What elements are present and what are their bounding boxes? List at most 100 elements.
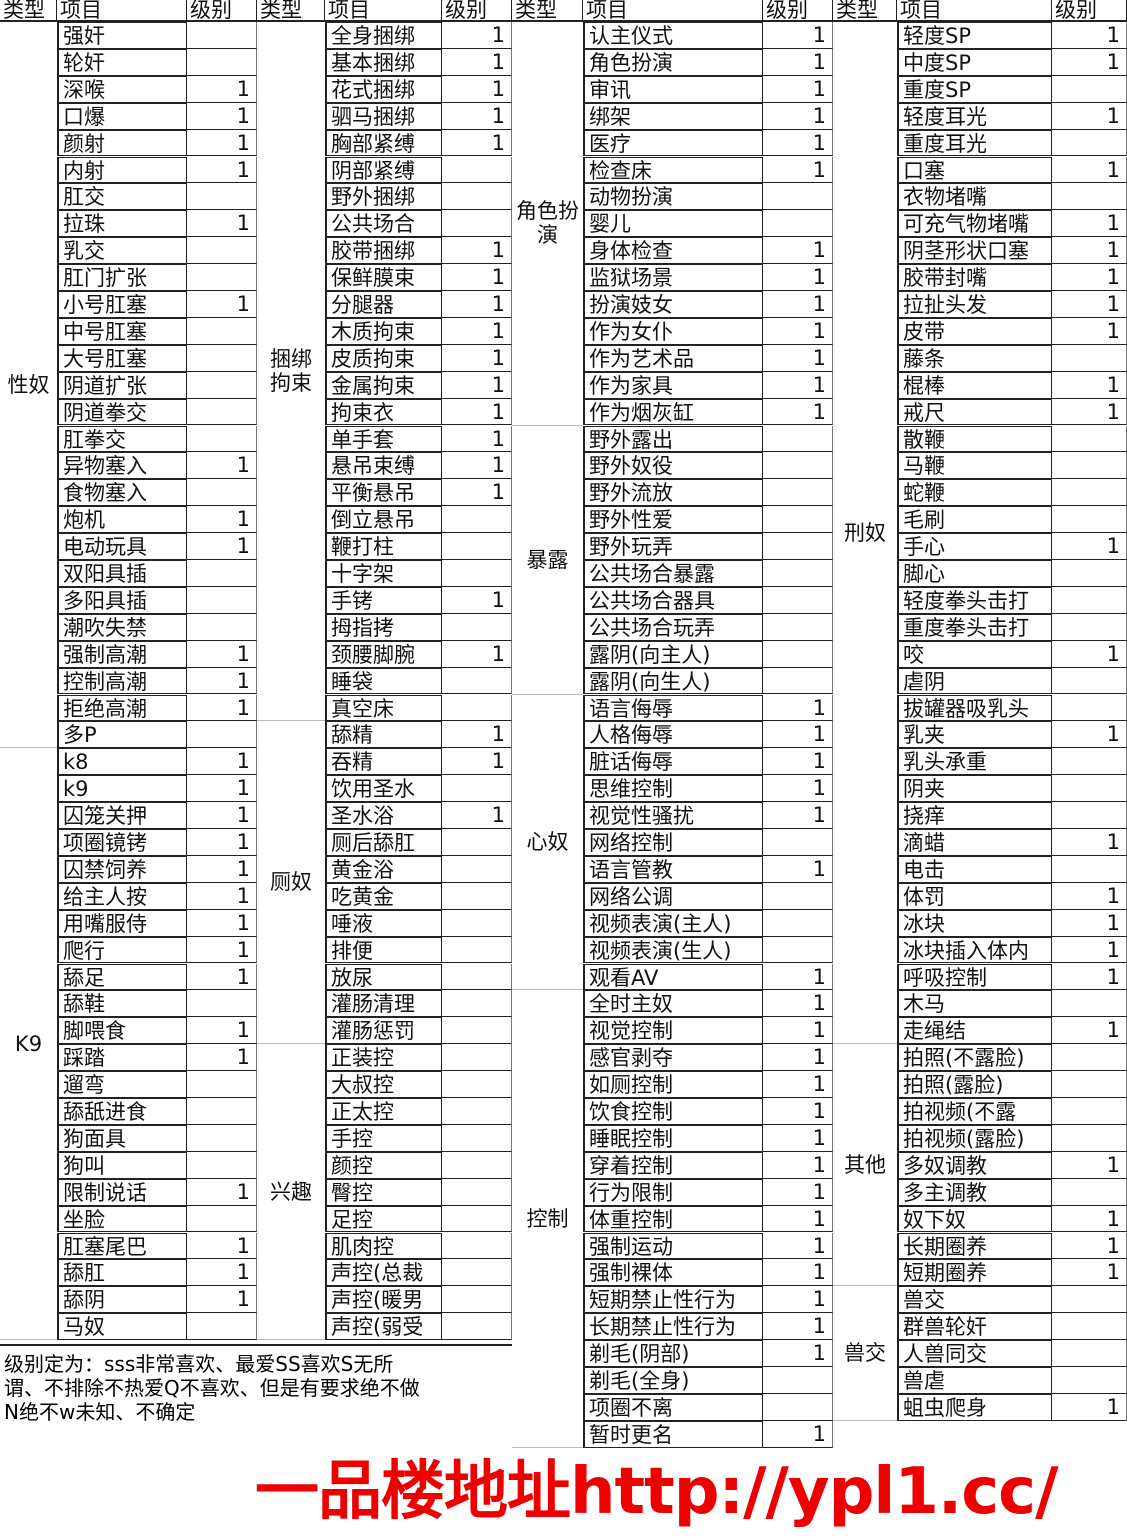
item-name-cell[interactable]: 唾液 (325, 909, 442, 937)
item-level-cell[interactable]: 1 (763, 1017, 833, 1045)
item-level-cell[interactable]: 1 (763, 748, 833, 776)
item-level-cell[interactable]: 1 (187, 963, 257, 991)
item-name-cell[interactable]: 拍照(露脸) (897, 1071, 1052, 1098)
item-name-cell[interactable]: 轻度SP (897, 22, 1052, 49)
item-level-cell[interactable] (1052, 1071, 1127, 1098)
item-name-cell[interactable]: 乳交 (57, 237, 187, 265)
item-name-cell[interactable]: 马鞭 (897, 452, 1052, 480)
item-level-cell[interactable] (1052, 75, 1127, 103)
item-level-cell[interactable]: 1 (1052, 1232, 1127, 1260)
item-level-cell[interactable] (187, 237, 257, 265)
item-level-cell[interactable]: 1 (1052, 829, 1127, 856)
item-name-cell[interactable]: 检查床 (583, 156, 763, 184)
item-name-cell[interactable]: 双阳具插 (57, 560, 187, 587)
item-level-cell[interactable]: 1 (442, 344, 512, 372)
item-name-cell[interactable]: 基本捆绑 (325, 48, 442, 76)
item-level-cell[interactable]: 1 (763, 802, 833, 829)
item-level-cell[interactable]: 1 (763, 1259, 833, 1287)
item-name-cell[interactable]: 舔肛 (57, 1259, 187, 1287)
item-level-cell[interactable] (187, 1124, 257, 1152)
item-level-cell[interactable]: 1 (763, 1124, 833, 1152)
item-level-cell[interactable]: 1 (763, 855, 833, 883)
item-level-cell[interactable]: 1 (763, 344, 833, 372)
item-name-cell[interactable]: 乳头承重 (897, 748, 1052, 776)
item-level-cell[interactable] (187, 1151, 257, 1179)
item-level-cell[interactable]: 1 (1052, 1393, 1127, 1421)
item-name-cell[interactable]: 给主人按 (57, 882, 187, 910)
item-level-cell[interactable] (442, 533, 512, 560)
item-level-cell[interactable]: 1 (763, 48, 833, 76)
item-name-cell[interactable]: 口爆 (57, 102, 187, 130)
item-level-cell[interactable]: 1 (187, 802, 257, 829)
item-level-cell[interactable]: 1 (187, 748, 257, 776)
item-level-cell[interactable]: 1 (763, 156, 833, 184)
item-level-cell[interactable]: 1 (187, 667, 257, 695)
item-level-cell[interactable]: 1 (1052, 156, 1127, 184)
item-name-cell[interactable]: 长期圈养 (897, 1232, 1052, 1260)
item-level-cell[interactable]: 1 (1052, 1017, 1127, 1045)
item-name-cell[interactable]: 监狱场景 (583, 264, 763, 291)
item-level-cell[interactable]: 1 (1052, 1205, 1127, 1233)
item-name-cell[interactable]: 狗面具 (57, 1124, 187, 1152)
item-name-cell[interactable]: 拔罐器吸乳头 (897, 694, 1052, 722)
item-name-cell[interactable]: 阴道拳交 (57, 398, 187, 426)
item-name-cell[interactable]: 身体检查 (583, 237, 763, 265)
item-name-cell[interactable]: 可充气物堵嘴 (897, 210, 1052, 238)
item-level-cell[interactable]: 1 (1052, 48, 1127, 76)
item-name-cell[interactable]: 爬行 (57, 936, 187, 964)
item-name-cell[interactable]: 语言管教 (583, 855, 763, 883)
item-name-cell[interactable]: 暂时更名 (583, 1420, 763, 1448)
item-name-cell[interactable]: 饮用圣水 (325, 775, 442, 803)
item-name-cell[interactable]: 拍视频(露脸) (897, 1124, 1052, 1152)
item-level-cell[interactable]: 1 (187, 533, 257, 560)
item-level-cell[interactable] (442, 560, 512, 587)
item-name-cell[interactable]: 视觉性骚扰 (583, 802, 763, 829)
item-name-cell[interactable]: 用嘴服侍 (57, 909, 187, 937)
item-level-cell[interactable]: 1 (763, 694, 833, 722)
item-level-cell[interactable]: 1 (187, 452, 257, 480)
item-level-cell[interactable] (442, 909, 512, 937)
item-name-cell[interactable]: k9 (57, 775, 187, 803)
item-level-cell[interactable] (1052, 1340, 1127, 1367)
item-name-cell[interactable]: 电动玩具 (57, 533, 187, 560)
item-name-cell[interactable]: 棍棒 (897, 371, 1052, 399)
item-name-cell[interactable]: 正装控 (325, 1044, 442, 1072)
item-level-cell[interactable]: 1 (187, 936, 257, 964)
item-name-cell[interactable]: 肛门扩张 (57, 264, 187, 291)
item-level-cell[interactable] (1052, 775, 1127, 803)
item-name-cell[interactable]: 中号肛塞 (57, 317, 187, 345)
item-name-cell[interactable]: 金属拘束 (325, 371, 442, 399)
item-name-cell[interactable]: 视觉控制 (583, 1017, 763, 1045)
item-name-cell[interactable]: 绑架 (583, 102, 763, 130)
item-level-cell[interactable]: 1 (442, 452, 512, 480)
item-name-cell[interactable]: 悬吊束缚 (325, 452, 442, 480)
item-level-cell[interactable] (1052, 506, 1127, 534)
item-level-cell[interactable] (1052, 129, 1127, 157)
item-name-cell[interactable]: 奴下奴 (897, 1205, 1052, 1233)
item-level-cell[interactable]: 1 (442, 748, 512, 776)
item-level-cell[interactable]: 1 (187, 1017, 257, 1045)
item-level-cell[interactable] (442, 1313, 512, 1341)
item-name-cell[interactable]: 挠痒 (897, 802, 1052, 829)
item-level-cell[interactable] (763, 210, 833, 238)
item-level-cell[interactable]: 1 (763, 317, 833, 345)
item-name-cell[interactable]: 短期禁止性行为 (583, 1286, 763, 1314)
item-name-cell[interactable]: 戒尺 (897, 398, 1052, 426)
item-level-cell[interactable]: 1 (1052, 909, 1127, 937)
item-name-cell[interactable]: 颜射 (57, 129, 187, 157)
item-name-cell[interactable]: 臀控 (325, 1178, 442, 1206)
item-name-cell[interactable]: 舔精 (325, 721, 442, 749)
item-name-cell[interactable]: 中度SP (897, 48, 1052, 76)
item-level-cell[interactable] (763, 506, 833, 534)
item-level-cell[interactable] (763, 479, 833, 507)
item-name-cell[interactable]: 强制裸体 (583, 1259, 763, 1287)
item-level-cell[interactable]: 1 (1052, 1259, 1127, 1287)
item-name-cell[interactable]: 平衡悬吊 (325, 479, 442, 507)
item-level-cell[interactable]: 1 (763, 371, 833, 399)
item-level-cell[interactable] (763, 452, 833, 480)
item-level-cell[interactable]: 1 (1052, 721, 1127, 749)
item-level-cell[interactable]: 1 (187, 291, 257, 318)
item-level-cell[interactable] (187, 1313, 257, 1341)
item-level-cell[interactable]: 1 (442, 371, 512, 399)
item-level-cell[interactable]: 1 (763, 22, 833, 49)
